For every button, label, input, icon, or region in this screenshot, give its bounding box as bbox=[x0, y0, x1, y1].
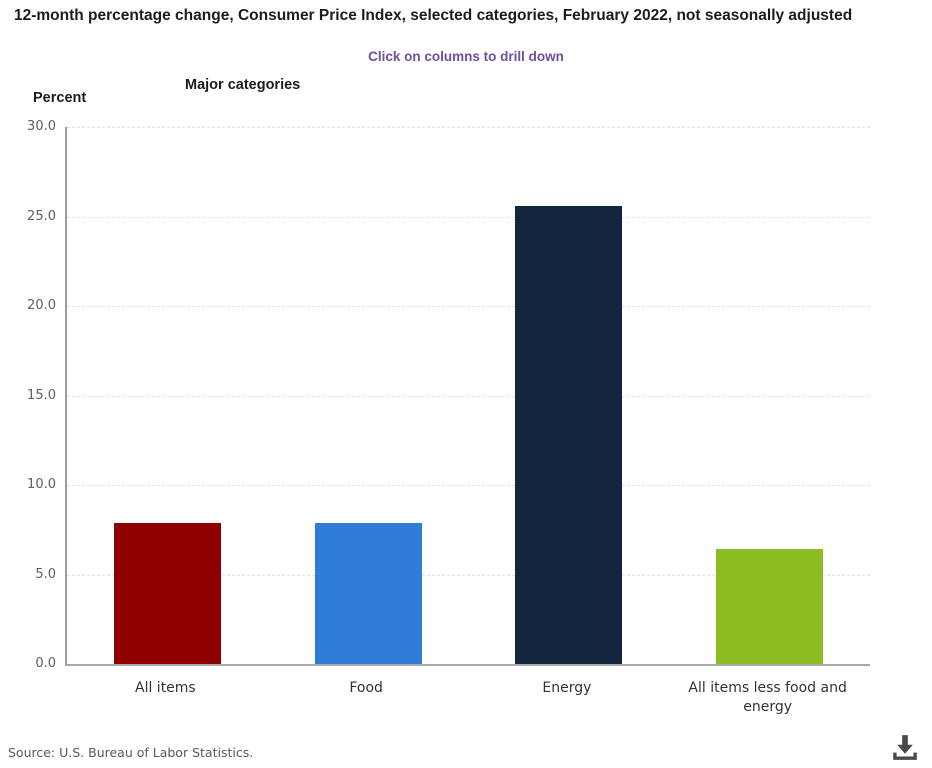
plot-area bbox=[65, 127, 870, 666]
category-label-all-items-less-food-and-energy: All items less food and energy bbox=[688, 680, 847, 715]
download-button[interactable] bbox=[888, 731, 926, 763]
bar-food[interactable] bbox=[314, 522, 422, 664]
gridline-5.0 bbox=[67, 574, 870, 576]
bar-energy[interactable] bbox=[515, 205, 623, 664]
y-tick-label: 30.0 bbox=[27, 119, 56, 134]
gridline-15.0 bbox=[67, 395, 870, 397]
bar-all-items[interactable] bbox=[113, 522, 221, 664]
category-label-energy: Energy bbox=[542, 680, 592, 696]
gridline-20.0 bbox=[67, 306, 870, 307]
page-title: 12-month percentage change, Consumer Pri… bbox=[14, 7, 853, 24]
y-tick-label: 0.0 bbox=[35, 656, 56, 671]
gridline-30.0 bbox=[67, 127, 870, 128]
x-axis-title: Major categories bbox=[185, 77, 301, 93]
y-tick-label: 10.0 bbox=[27, 477, 56, 492]
bar-all-items-less-food-and-energy[interactable] bbox=[716, 549, 824, 664]
y-tick-label: 15.0 bbox=[27, 387, 56, 403]
gridline-25.0 bbox=[67, 216, 870, 218]
y-tick-label: 20.0 bbox=[27, 298, 56, 313]
category-label-all-items: All items bbox=[135, 680, 196, 696]
source-note: Source: U.S. Bureau of Labor Statistics. bbox=[8, 745, 254, 760]
gridline-10.0 bbox=[67, 485, 870, 486]
category-label-food: Food bbox=[349, 680, 383, 696]
y-tick-label: 5.0 bbox=[35, 566, 56, 582]
drilldown-hint: Click on columns to drill down bbox=[368, 49, 564, 64]
download-icon bbox=[890, 734, 924, 761]
y-axis-title: Percent bbox=[33, 90, 87, 106]
y-tick-label: 25.0 bbox=[27, 208, 56, 224]
